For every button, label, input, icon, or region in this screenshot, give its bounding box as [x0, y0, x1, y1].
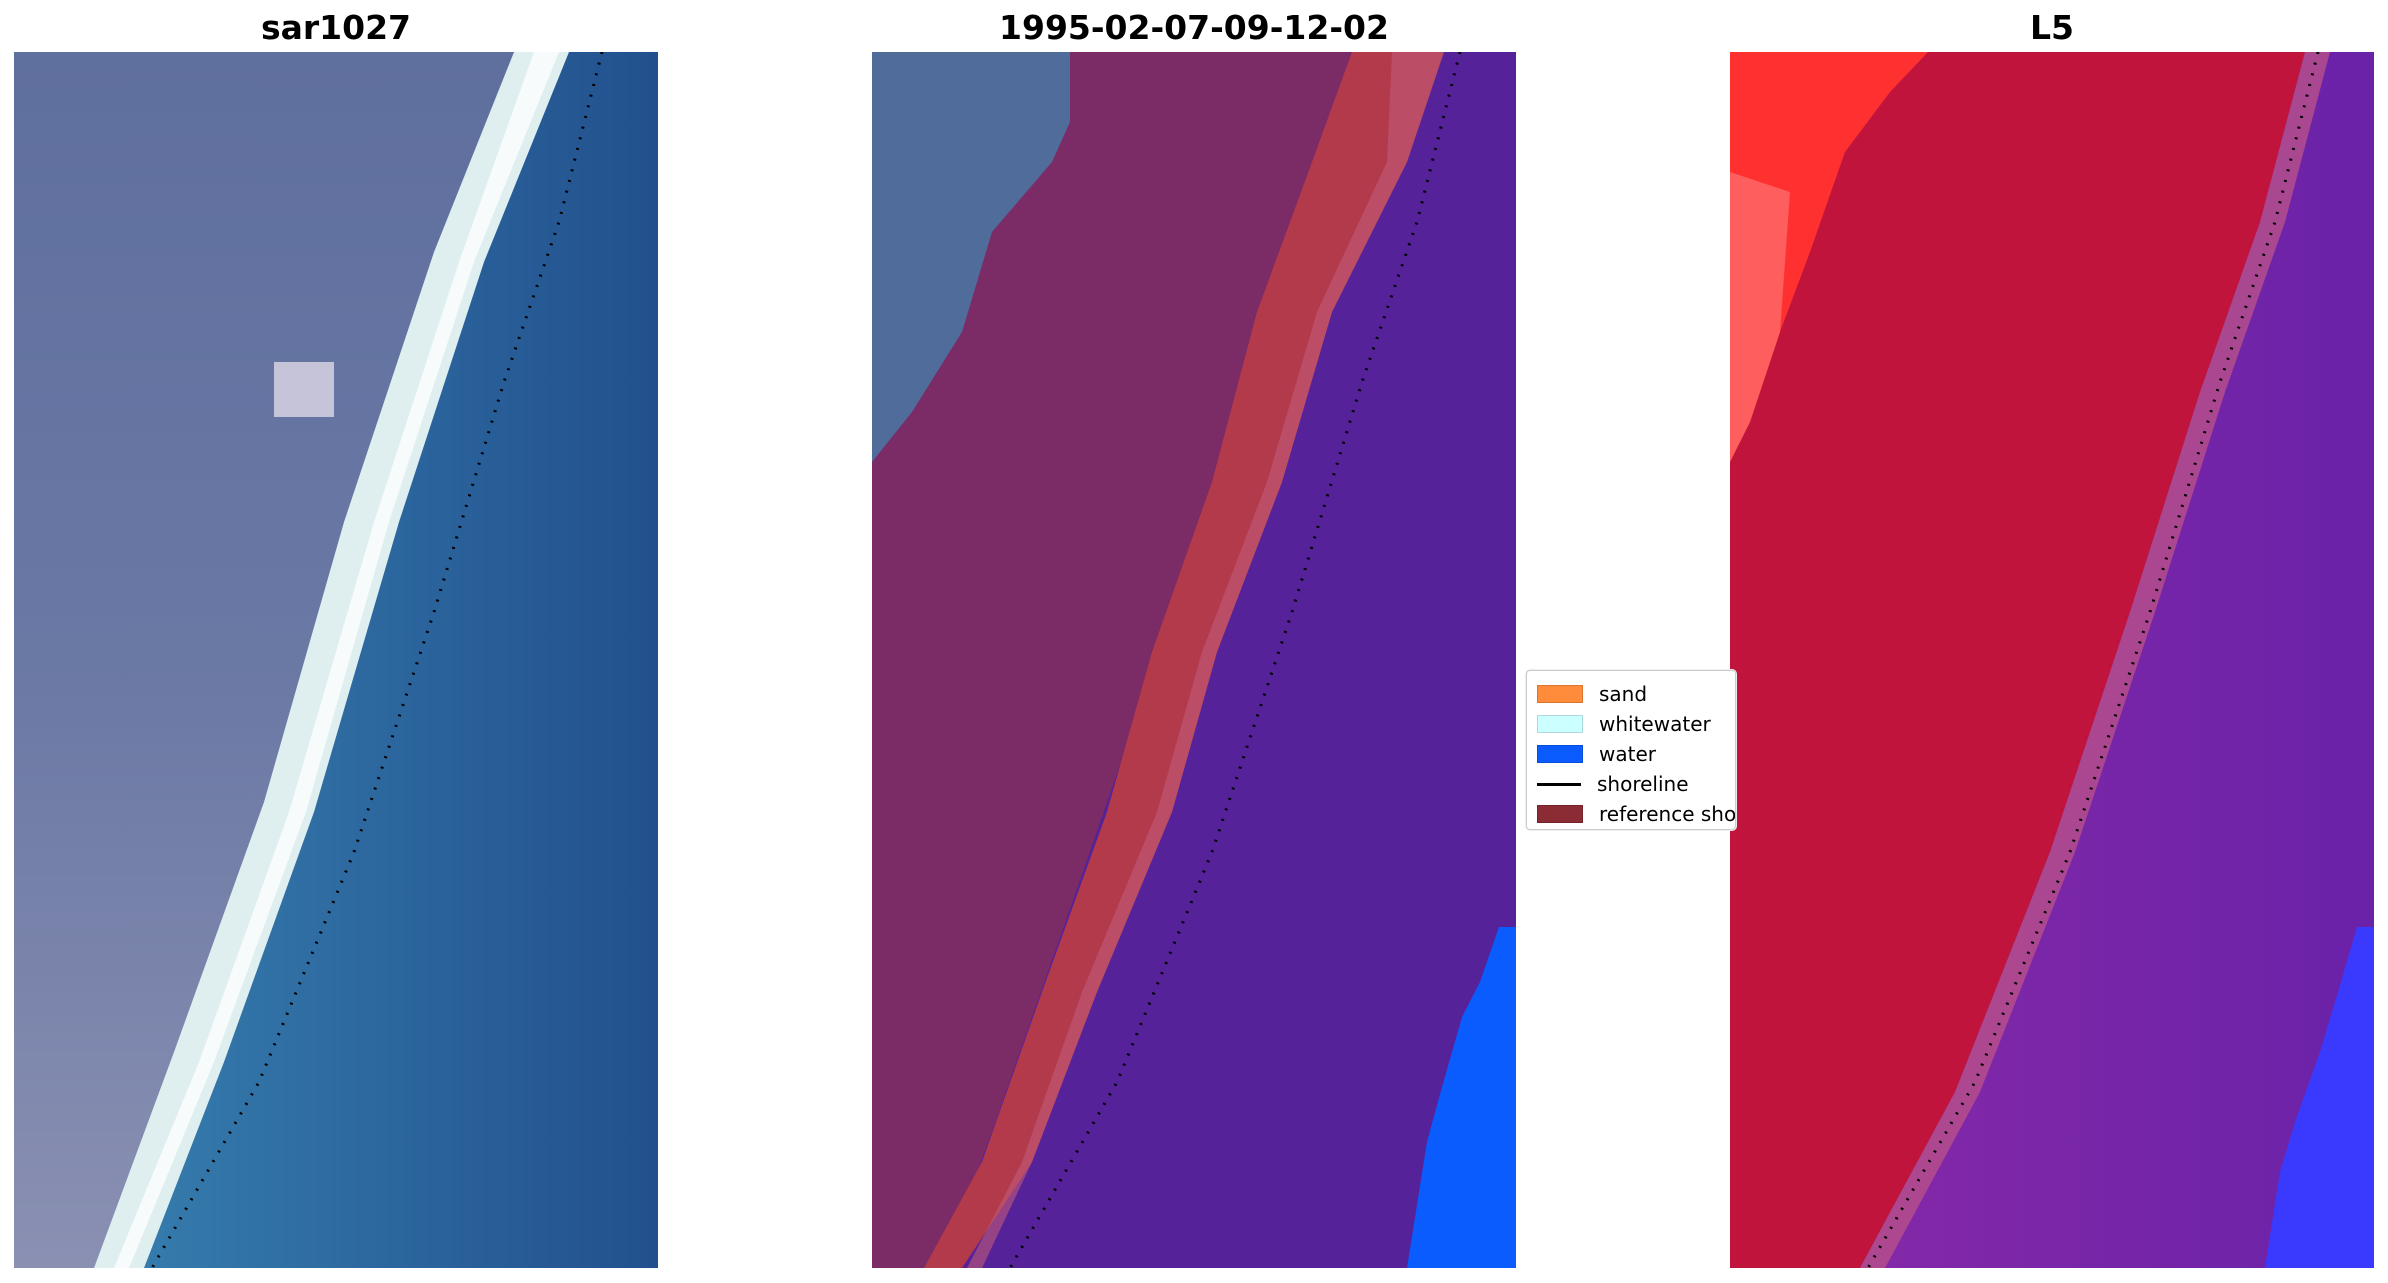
shoreline-line [1008, 52, 1462, 1268]
panel-title-rgb: sar1027 [260, 8, 412, 47]
classified-image [872, 52, 1516, 1268]
panel-title-classified: 1995-02-07-09-12-02 [999, 8, 1389, 47]
legend-item-shoreline: shoreline [1537, 771, 1689, 797]
surf-zone [94, 52, 569, 1268]
bright-land-edge [1730, 172, 1790, 462]
legend-label-whitewater: whitewater [1599, 712, 1711, 736]
whitewater-swatch-icon [1537, 715, 1583, 733]
rgb-image [14, 52, 658, 1268]
legend-item-sand: sand [1537, 681, 1647, 707]
water-swatch-icon [1537, 745, 1583, 763]
transition-band [967, 52, 1444, 1268]
water-blue-area [1407, 927, 1516, 1268]
panel-title-index: L5 [2030, 8, 2074, 47]
legend-label-shoreline: shoreline [1597, 772, 1689, 796]
legend-item-reference-shoreline: reference shoreline buffer [1537, 801, 1736, 827]
legend-label-sand: sand [1599, 682, 1648, 706]
shoreline-line [150, 52, 604, 1268]
sand-swatch-icon [1537, 685, 1583, 703]
land-class-area [872, 52, 1362, 1268]
shoreline-line [1866, 52, 2320, 1268]
rgb-image-panel [14, 52, 658, 1268]
bright-land-area [1730, 52, 1928, 462]
legend: sand whitewater water shoreline referenc… [1526, 670, 1736, 830]
legend-label-reference-shoreline: reference shoreline buffer [1599, 802, 1736, 826]
classified-panel [872, 52, 1516, 1268]
index-image [1730, 52, 2374, 1268]
surf-highlight [114, 52, 559, 1268]
legend-item-whitewater: whitewater [1537, 711, 1711, 737]
index-panel [1730, 52, 2374, 1268]
legend-label-water: water [1599, 742, 1656, 766]
index-transition [1860, 52, 2330, 1268]
reference-shoreline-swatch-icon [1537, 805, 1583, 823]
water-index-blue [2265, 927, 2374, 1268]
land-area [14, 52, 514, 1268]
land-index-area [1730, 52, 2305, 1268]
shoreline-line-icon [1537, 782, 1581, 786]
unclassified-area [872, 52, 1070, 462]
legend-item-water: water [1537, 741, 1656, 767]
bright-feature [274, 362, 334, 417]
